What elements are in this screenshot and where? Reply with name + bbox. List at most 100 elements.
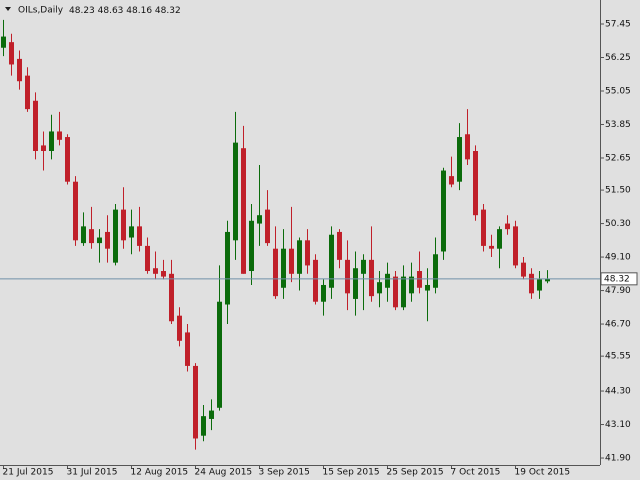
menu-arrow[interactable] <box>5 7 11 11</box>
candle-body <box>305 240 310 266</box>
x-tick-label: 19 Oct 2015 <box>515 468 571 478</box>
header-high: 48.63 <box>98 6 124 16</box>
header-low: 48.16 <box>126 6 152 16</box>
x-tick-label: 25 Sep 2015 <box>387 468 444 478</box>
candle-body <box>497 229 502 249</box>
header-close: 48.32 <box>155 6 181 16</box>
candle-body <box>369 259 374 297</box>
candle-body <box>233 142 238 241</box>
y-tick-label: 53.85 <box>605 120 631 130</box>
chart-title: OILs,Daily <box>18 6 64 16</box>
candle-body <box>529 273 534 294</box>
y-tick-label: 43.10 <box>605 420 631 430</box>
candle-body <box>401 276 406 308</box>
candle-body <box>545 278 550 282</box>
ohlc-header: 48.23 48.63 48.16 48.32 <box>69 6 181 16</box>
candle-body <box>321 284 326 302</box>
y-tick-label: 46.70 <box>605 320 631 330</box>
y-tick-label: 47.90 <box>605 286 631 296</box>
candle-body <box>209 410 214 419</box>
y-tick-label: 44.30 <box>605 387 631 397</box>
y-tick-label: 50.30 <box>605 219 631 229</box>
y-tick-label: 49.10 <box>605 253 631 263</box>
candle-body <box>49 131 54 151</box>
candle-body <box>25 75 30 110</box>
candle-body <box>161 271 166 277</box>
candle-body <box>217 301 222 408</box>
y-tick-label: 57.45 <box>605 20 631 30</box>
candle-body <box>225 231 230 305</box>
y-tick-label: 51.50 <box>605 186 631 196</box>
candle-body <box>537 279 542 291</box>
candle-body <box>297 240 302 274</box>
candle-body <box>457 137 462 182</box>
candle-body <box>129 226 134 238</box>
last-price-label: 48.32 <box>604 274 630 284</box>
candle-body <box>377 282 382 294</box>
y-tick-label: 41.90 <box>605 454 631 464</box>
y-tick-label: 45.55 <box>605 352 631 362</box>
candle-body <box>241 148 246 274</box>
candle-body <box>329 234 334 288</box>
candle-body <box>433 254 438 288</box>
candle-body <box>89 229 94 244</box>
candle-body <box>425 284 430 291</box>
candle-body <box>521 262 526 277</box>
candle-body <box>289 248 294 274</box>
x-tick-label: 12 Aug 2015 <box>131 468 189 478</box>
candle-body <box>393 276 398 308</box>
candle-body <box>385 273 390 288</box>
candle-body <box>273 248 278 297</box>
candle-body <box>113 209 118 263</box>
candle-body <box>193 365 198 439</box>
candle-body <box>313 259 318 302</box>
candle-body <box>281 248 286 288</box>
candle-body <box>473 150 478 216</box>
candle-body <box>97 237 102 244</box>
candle-body <box>73 181 78 241</box>
candle-body <box>465 134 470 160</box>
x-tick-label: 3 Sep 2015 <box>259 468 310 478</box>
candle-body <box>353 268 358 299</box>
header-open: 48.23 <box>69 6 95 16</box>
candle-body <box>361 259 366 274</box>
candle-body <box>265 209 270 244</box>
candle-body <box>65 137 70 182</box>
candle-body <box>345 259 350 294</box>
candle-body <box>41 145 46 151</box>
candle-body <box>81 226 86 244</box>
x-tick-label: 31 Jul 2015 <box>67 468 118 478</box>
candle-body <box>481 209 486 246</box>
y-tick-label: 52.65 <box>605 153 631 163</box>
x-tick-label: 15 Sep 2015 <box>323 468 380 478</box>
candle-body <box>489 245 494 249</box>
candle-body <box>185 332 190 366</box>
x-tick-label: 21 Jul 2015 <box>3 468 54 478</box>
candle-body <box>249 220 254 272</box>
y-tick-label: 56.25 <box>605 53 631 63</box>
candle-body <box>409 276 414 294</box>
candle-body <box>449 176 454 185</box>
last-price-box <box>600 272 638 286</box>
candle-body <box>145 245 150 272</box>
candle-body <box>169 273 174 322</box>
candle-body <box>33 100 38 151</box>
candle-body <box>417 271 422 288</box>
candle-body <box>257 215 262 224</box>
candle-body <box>137 226 142 246</box>
candle-body <box>153 268 158 274</box>
x-tick-label: 24 Aug 2015 <box>195 468 253 478</box>
y-tick-label: 55.05 <box>605 86 631 96</box>
candle-body <box>17 58 22 82</box>
candle-body <box>57 131 62 140</box>
candle-body <box>441 170 446 252</box>
candle-body <box>121 209 126 241</box>
candle-body <box>513 226 518 266</box>
candle-body <box>105 231 110 249</box>
x-tick-label: 7 Oct 2015 <box>451 468 501 478</box>
candle-body <box>177 315 182 341</box>
candle-body <box>201 416 206 436</box>
